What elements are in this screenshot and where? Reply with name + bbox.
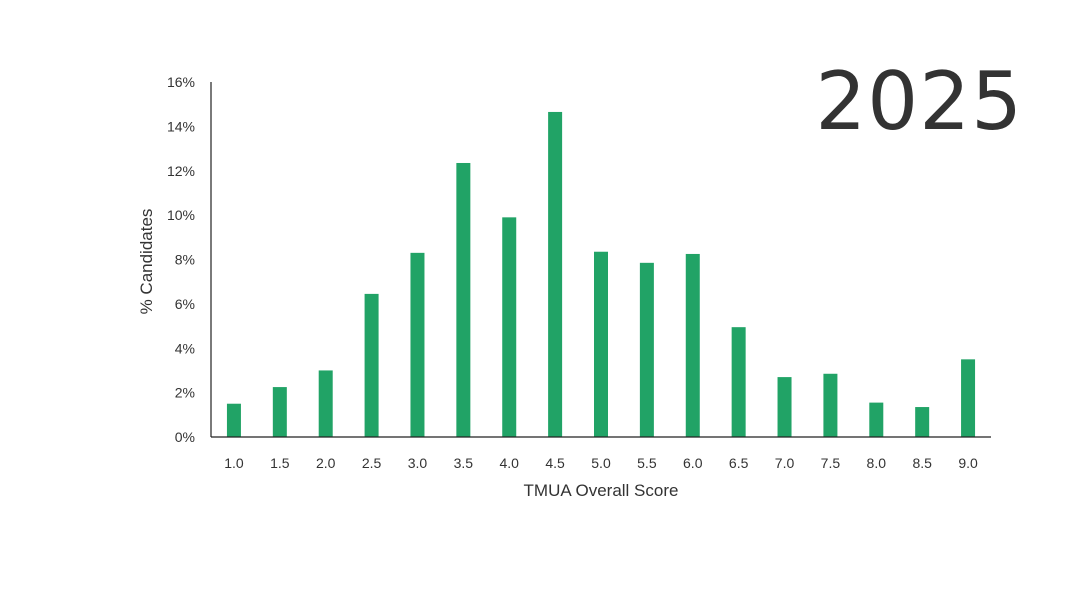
x-tick-label: 2.5 [362, 455, 382, 471]
x-tick-label: 5.5 [637, 455, 657, 471]
bar [915, 407, 930, 437]
x-tick-label: 2.0 [316, 455, 336, 471]
x-tick-label: 4.0 [500, 455, 520, 471]
y-tick-labels: 0% 2% 4% 6% 8% 10% 12% 14% 16% [167, 74, 195, 445]
x-tick-label: 7.0 [775, 455, 795, 471]
bar [548, 111, 563, 437]
bar [731, 327, 746, 437]
x-tick-label: 1.0 [224, 455, 244, 471]
x-tick-label: 4.5 [545, 455, 565, 471]
y-tick-label: 12% [167, 163, 195, 179]
y-tick-label: 8% [175, 252, 195, 268]
x-tick-label: 7.5 [821, 455, 841, 471]
y-tick-label: 0% [175, 429, 195, 445]
x-tick-label: 1.5 [270, 455, 290, 471]
bar [639, 262, 654, 437]
bar [318, 370, 333, 437]
year-label: 2025 [815, 55, 1023, 148]
bar [226, 403, 241, 437]
bar [456, 162, 471, 437]
x-tick-label: 5.0 [591, 455, 611, 471]
x-tick-label: 8.5 [912, 455, 932, 471]
y-tick-label: 6% [175, 296, 195, 312]
bar [869, 402, 884, 437]
bar [364, 293, 379, 437]
x-tick-labels: 1.0 1.5 2.0 2.5 3.0 3.5 4.0 4.5 5.0 5.5 6.0 6.5 7.0 7… [224, 455, 978, 471]
y-axis-title: % Candidates [137, 209, 156, 315]
x-axis-title: TMUA Overall Score [524, 481, 679, 500]
y-tick-label: 4% [175, 340, 195, 356]
y-tick-label: 16% [167, 74, 195, 90]
y-tick-label: 10% [167, 207, 195, 223]
x-tick-label: 6.5 [729, 455, 749, 471]
x-tick-label: 9.0 [958, 455, 978, 471]
x-tick-label: 8.0 [867, 455, 887, 471]
bar [777, 377, 792, 437]
x-tick-label: 6.0 [683, 455, 703, 471]
bars-group [226, 111, 976, 437]
y-tick-label: 14% [167, 118, 195, 134]
bar [272, 387, 287, 437]
x-tick-label: 3.0 [408, 455, 428, 471]
bar [502, 217, 517, 437]
bar [594, 251, 608, 437]
x-tick-label: 3.5 [454, 455, 474, 471]
bar [823, 373, 838, 437]
bar [961, 359, 976, 437]
y-tick-label: 2% [175, 385, 195, 401]
bar [685, 253, 700, 437]
bar [410, 252, 425, 437]
